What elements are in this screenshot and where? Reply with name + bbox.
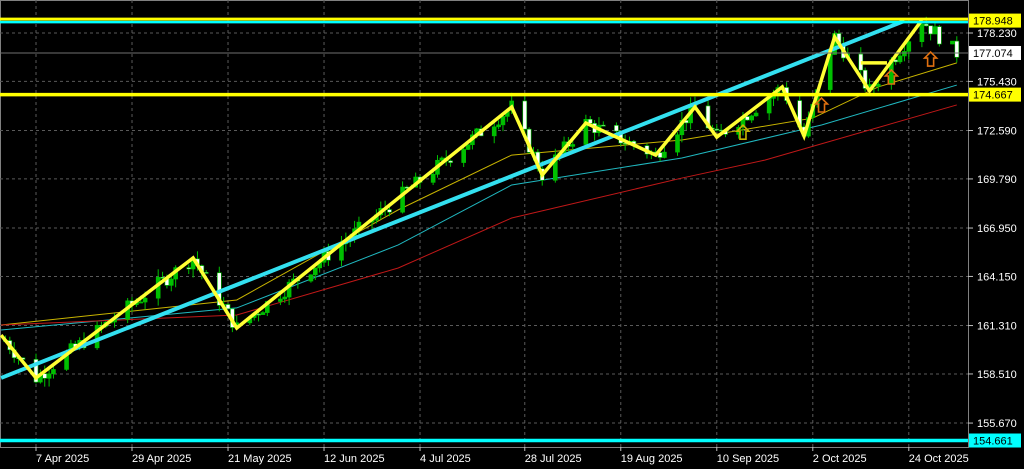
up-arrow-icon <box>883 68 900 85</box>
candle-body <box>875 83 881 87</box>
level-price-label: 154.661 <box>973 436 1013 448</box>
y-tick-label: 166.950 <box>977 223 1017 235</box>
current-price-badge <box>969 45 1021 60</box>
candle-body <box>662 151 667 158</box>
candle-body <box>897 55 903 63</box>
level-price-badge <box>969 13 1021 28</box>
y-tick-label: 178.230 <box>977 28 1017 40</box>
candle-body <box>553 154 558 181</box>
candle-body <box>312 267 318 276</box>
candle-body <box>954 40 960 58</box>
price-axis: 178.230 175.430 172.590 169.790 166.950 164.1… <box>968 13 1021 448</box>
candle-body <box>465 144 471 150</box>
up-arrow-icon <box>922 50 939 67</box>
candle-body <box>168 278 174 286</box>
candle-body <box>902 51 907 57</box>
up-arrow-icon <box>735 124 751 140</box>
drawn-lines <box>0 17 968 443</box>
x-tick-label: 19 Aug 2025 <box>621 453 683 465</box>
candle-body <box>932 26 938 35</box>
moving-average-line <box>1 84 957 331</box>
y-tick-label: 161.310 <box>977 321 1017 333</box>
candle-body <box>46 373 52 379</box>
candle-body <box>500 116 506 126</box>
candle-body <box>675 134 680 153</box>
candle-body <box>491 126 497 137</box>
candle-body <box>282 296 288 300</box>
candle-body <box>439 157 445 161</box>
zigzag-line <box>0 18 924 381</box>
candle-body <box>138 301 144 304</box>
candle-body <box>601 124 606 127</box>
candle-body <box>278 298 283 302</box>
candle-body <box>749 115 754 121</box>
candle-body <box>766 98 772 114</box>
level-price-label: 178.948 <box>973 16 1013 28</box>
candle-body <box>906 41 912 52</box>
x-tick-label: 28 Jul 2025 <box>525 453 582 465</box>
trendline <box>0 19 906 380</box>
x-tick-label: 21 May 2025 <box>228 453 292 465</box>
candle-body <box>928 25 933 35</box>
candle-body <box>753 112 759 117</box>
candle-body <box>225 304 231 310</box>
level-price-label: 174.667 <box>973 90 1013 102</box>
x-tick-label: 10 Sep 2025 <box>717 453 779 465</box>
moving-averages <box>1 62 957 331</box>
candle-body <box>614 125 619 132</box>
candle-body <box>94 324 100 349</box>
x-tick-label: 7 Apr 2025 <box>36 453 89 465</box>
signal-arrows <box>735 50 939 140</box>
candle-body <box>448 160 453 163</box>
candle-body <box>203 272 209 274</box>
time-axis: 7 Apr 2025 29 Apr 2025 21 May 2025 12 Jun 2… <box>35 447 969 465</box>
candle-body <box>430 173 436 183</box>
up-arrow-icon <box>813 96 830 113</box>
candle-body <box>937 26 942 45</box>
candle-body <box>260 312 266 315</box>
candle-body <box>142 297 148 303</box>
candle-body <box>950 40 955 45</box>
candle-body <box>714 128 720 131</box>
y-tick-label: 169.790 <box>977 174 1017 186</box>
candle-body <box>256 313 261 316</box>
level-price-badge <box>969 433 1021 448</box>
candle-body <box>51 369 56 375</box>
candle-body <box>400 186 405 213</box>
candle-body <box>387 209 392 213</box>
moving-average-line <box>1 104 957 326</box>
grid <box>0 0 969 448</box>
x-tick-label: 2 Oct 2025 <box>813 453 867 465</box>
candle-body <box>657 152 663 158</box>
candle-body <box>496 124 501 128</box>
y-tick-label: 172.590 <box>977 126 1017 138</box>
candle-body <box>923 23 929 27</box>
candle-body <box>522 100 528 130</box>
y-tick-label: 164.150 <box>977 271 1017 283</box>
candle-body <box>919 23 925 42</box>
level-price-badge <box>969 87 1021 102</box>
candles <box>3 16 960 387</box>
y-tick-label: 155.670 <box>977 418 1017 430</box>
x-tick-label: 4 Jul 2025 <box>420 453 471 465</box>
candle-body <box>33 359 39 383</box>
candle-body <box>745 116 750 121</box>
plot-frame <box>0 0 969 448</box>
x-tick-label: 12 Jun 2025 <box>324 453 385 465</box>
candle-body <box>308 274 314 282</box>
moving-average-line <box>1 62 957 326</box>
x-tick-label: 29 Apr 2025 <box>132 453 191 465</box>
current-price-label: 177.074 <box>973 48 1013 60</box>
candle-body <box>570 144 576 147</box>
x-tick-label: 24 Oct 2025 <box>909 453 969 465</box>
candle-body <box>186 267 192 270</box>
y-tick-label: 158.510 <box>977 369 1017 381</box>
candle-body <box>42 373 48 379</box>
y-tick-label: 175.430 <box>977 76 1017 88</box>
candle-body <box>461 149 466 163</box>
candle-body <box>583 118 589 145</box>
